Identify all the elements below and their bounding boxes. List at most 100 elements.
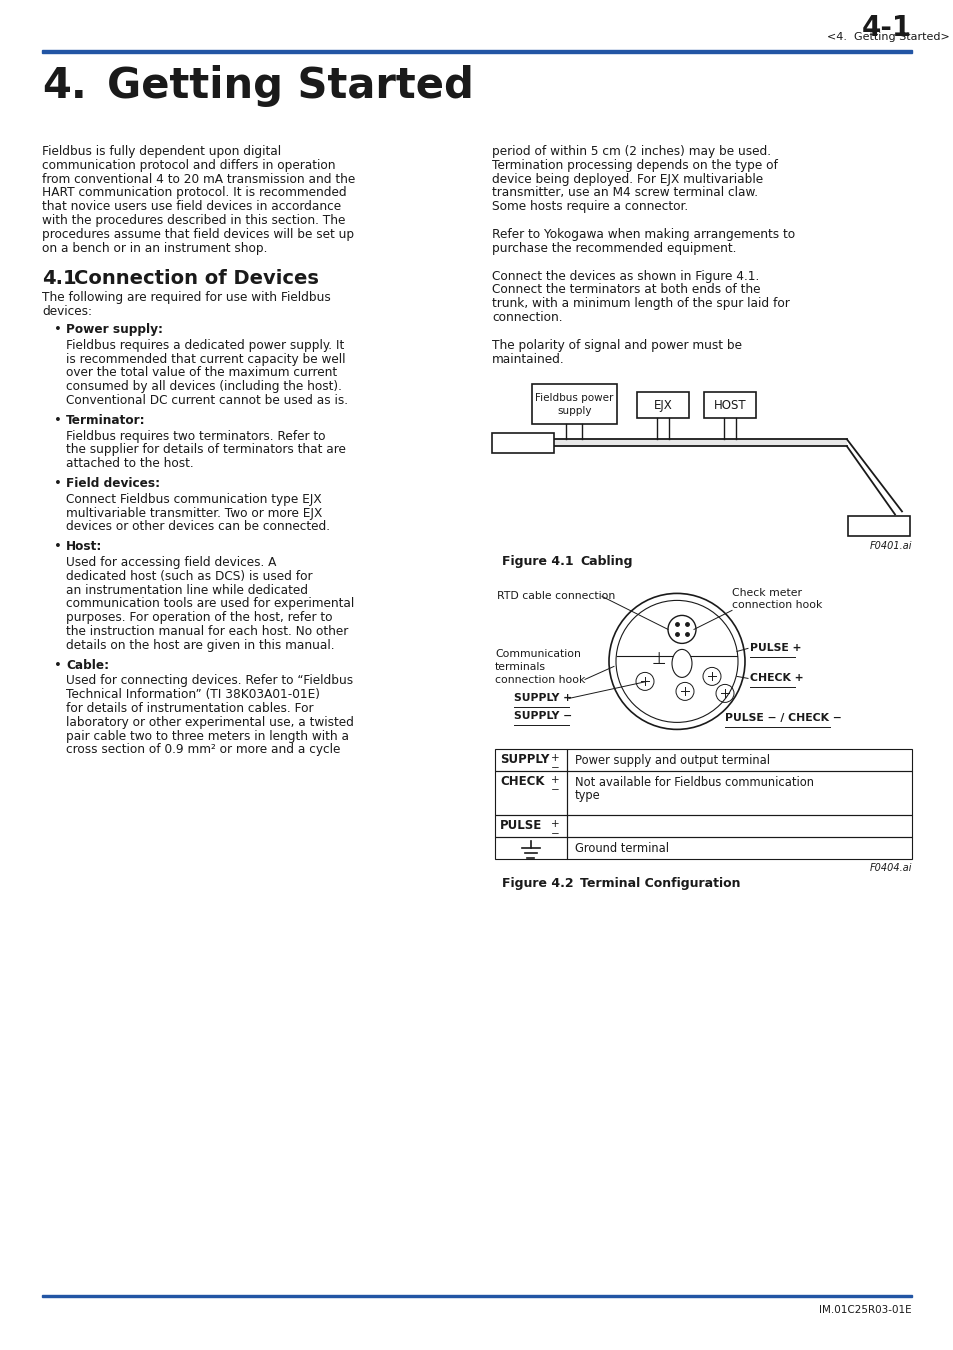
Text: connection.: connection.	[492, 310, 562, 324]
Text: Connect the devices as shown in Figure 4.1.: Connect the devices as shown in Figure 4…	[492, 270, 759, 282]
Text: IM.01C25R03-01E: IM.01C25R03-01E	[819, 1305, 911, 1315]
Text: over the total value of the maximum current: over the total value of the maximum curr…	[66, 366, 336, 379]
Text: that novice users use field devices in accordance: that novice users use field devices in a…	[42, 200, 341, 213]
Text: 4.1: 4.1	[42, 270, 76, 289]
Bar	[703, 393, 755, 418]
Text: Connect Fieldbus communication type EJX: Connect Fieldbus communication type EJX	[66, 493, 321, 506]
Text: Technical Information” (TI 38K03A01-01E): Technical Information” (TI 38K03A01-01E)	[66, 688, 319, 701]
Text: period of within 5 cm (2 inches) may be used.: period of within 5 cm (2 inches) may be …	[492, 144, 770, 158]
Text: Host:: Host:	[66, 540, 102, 553]
Text: +: +	[551, 819, 559, 829]
Text: •: •	[54, 414, 62, 427]
Text: purposes. For operation of the host, refer to: purposes. For operation of the host, ref…	[66, 612, 333, 624]
Text: Cabling: Cabling	[579, 555, 632, 568]
Text: Used for connecting devices. Refer to “Fieldbus: Used for connecting devices. Refer to “F…	[66, 675, 353, 687]
Bar	[532, 385, 617, 424]
Text: Cable:: Cable:	[66, 659, 109, 671]
Text: <4.  Getting Started>: <4. Getting Started>	[826, 32, 949, 42]
Text: •: •	[54, 540, 62, 553]
Text: The polarity of signal and power must be: The polarity of signal and power must be	[492, 339, 741, 352]
Bar	[566, 749, 911, 771]
Text: communication protocol and differs in operation: communication protocol and differs in op…	[42, 159, 335, 171]
Text: Power supply and output terminal: Power supply and output terminal	[575, 755, 769, 767]
Text: Field devices:: Field devices:	[66, 477, 160, 490]
Text: +: +	[551, 753, 559, 763]
Text: an instrumentation line while dedicated: an instrumentation line while dedicated	[66, 583, 308, 597]
Text: EJX: EJX	[653, 398, 672, 412]
Text: •: •	[54, 323, 62, 336]
Text: ⊥: ⊥	[651, 651, 665, 668]
Text: Used for accessing field devices. A: Used for accessing field devices. A	[66, 556, 276, 568]
Text: consumed by all devices (including the host).: consumed by all devices (including the h…	[66, 381, 341, 393]
Text: is recommended that current capacity be well: is recommended that current capacity be …	[66, 352, 345, 366]
Text: Fieldbus power
supply: Fieldbus power supply	[535, 393, 613, 416]
Text: details on the host are given in this manual.: details on the host are given in this ma…	[66, 639, 335, 652]
Text: SUPPLY −: SUPPLY −	[514, 711, 572, 721]
Text: CHECK +: CHECK +	[749, 674, 802, 683]
Text: HART communication protocol. It is recommended: HART communication protocol. It is recom…	[42, 186, 346, 200]
Text: procedures assume that field devices will be set up: procedures assume that field devices wil…	[42, 228, 354, 240]
Text: Termination processing depends on the type of: Termination processing depends on the ty…	[492, 159, 777, 171]
Bar	[497, 439, 846, 447]
Text: Terminator: Terminator	[495, 437, 551, 448]
Text: from conventional 4 to 20 mA transmission and the: from conventional 4 to 20 mA transmissio…	[42, 173, 355, 185]
Text: laboratory or other experimental use, a twisted: laboratory or other experimental use, a …	[66, 716, 354, 729]
Text: connection hook: connection hook	[731, 601, 821, 610]
Text: the instruction manual for each host. No other: the instruction manual for each host. No…	[66, 625, 348, 639]
Text: Getting Started: Getting Started	[107, 65, 474, 107]
Text: HOST: HOST	[713, 398, 745, 412]
Bar	[566, 771, 911, 815]
Text: Figure 4.1: Figure 4.1	[501, 555, 573, 568]
Bar	[495, 837, 566, 860]
Text: Conventional DC current cannot be used as is.: Conventional DC current cannot be used a…	[66, 394, 348, 406]
Bar	[566, 815, 911, 837]
Text: on a bench or in an instrument shop.: on a bench or in an instrument shop.	[42, 242, 267, 255]
Text: −: −	[551, 786, 559, 795]
Bar	[637, 393, 688, 418]
Text: 4.: 4.	[42, 65, 87, 107]
Text: PULSE: PULSE	[499, 819, 541, 833]
Text: trunk, with a minimum length of the spur laid for: trunk, with a minimum length of the spur…	[492, 297, 789, 310]
Text: •: •	[54, 659, 62, 671]
Text: SUPPLY: SUPPLY	[499, 753, 549, 767]
Text: SUPPLY +: SUPPLY +	[514, 694, 572, 703]
Text: multivariable transmitter. Two or more EJX: multivariable transmitter. Two or more E…	[66, 506, 322, 520]
Text: Some hosts require a connector.: Some hosts require a connector.	[492, 200, 687, 213]
Text: +: +	[551, 775, 559, 786]
Bar	[42, 1295, 911, 1297]
Text: devices:: devices:	[42, 305, 91, 319]
Text: dedicated host (such as DCS) is used for: dedicated host (such as DCS) is used for	[66, 570, 313, 583]
Text: Check meter: Check meter	[731, 589, 801, 598]
Text: Communication: Communication	[495, 649, 580, 659]
Text: the supplier for details of terminators that are: the supplier for details of terminators …	[66, 443, 346, 456]
Text: attached to the host.: attached to the host.	[66, 458, 193, 470]
Text: pair cable two to three meters in length with a: pair cable two to three meters in length…	[66, 729, 349, 742]
Text: communication tools are used for experimental: communication tools are used for experim…	[66, 598, 354, 610]
Text: Not available for Fieldbus communication: Not available for Fieldbus communication	[575, 776, 813, 790]
Text: type: type	[575, 790, 600, 802]
Text: Power supply:: Power supply:	[66, 323, 163, 336]
Text: Terminator:: Terminator:	[66, 414, 146, 427]
Text: −: −	[551, 763, 559, 774]
Text: 4-1: 4-1	[861, 14, 911, 42]
Text: Refer to Yokogawa when making arrangements to: Refer to Yokogawa when making arrangemen…	[492, 228, 794, 242]
Bar	[495, 815, 566, 837]
Text: Connect the terminators at both ends of the: Connect the terminators at both ends of …	[492, 284, 760, 297]
Text: CHECK: CHECK	[499, 775, 544, 788]
Text: PULSE +: PULSE +	[749, 644, 801, 653]
Text: Fieldbus requires a dedicated power supply. It: Fieldbus requires a dedicated power supp…	[66, 339, 344, 352]
Bar	[566, 837, 911, 860]
Text: with the procedures described in this section. The: with the procedures described in this se…	[42, 215, 345, 227]
Text: device being deployed. For EJX multivariable: device being deployed. For EJX multivari…	[492, 173, 762, 185]
Text: transmitter, use an M4 screw terminal claw.: transmitter, use an M4 screw terminal cl…	[492, 186, 758, 200]
Text: Figure 4.2: Figure 4.2	[501, 878, 573, 891]
Text: Fieldbus requires two terminators. Refer to: Fieldbus requires two terminators. Refer…	[66, 429, 325, 443]
Text: The following are required for use with Fieldbus: The following are required for use with …	[42, 292, 331, 304]
Text: Terminal Configuration: Terminal Configuration	[579, 878, 740, 891]
Bar	[847, 517, 909, 536]
Ellipse shape	[671, 649, 691, 678]
Text: F0401.ai: F0401.ai	[868, 541, 911, 551]
Text: devices or other devices can be connected.: devices or other devices can be connecte…	[66, 520, 330, 533]
Bar	[42, 50, 911, 53]
Text: cross section of 0.9 mm² or more and a cycle: cross section of 0.9 mm² or more and a c…	[66, 744, 340, 756]
